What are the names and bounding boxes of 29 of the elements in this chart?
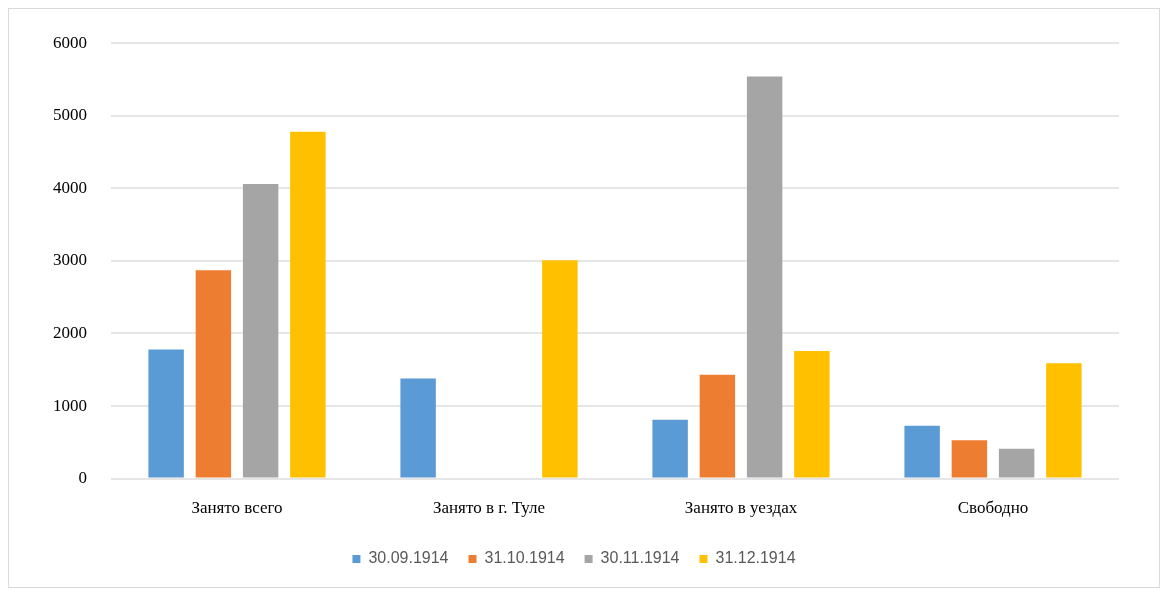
x-tick-label: Занято в г. Туле xyxy=(432,498,546,518)
bar xyxy=(998,448,1035,478)
bar xyxy=(242,183,279,478)
bar xyxy=(904,425,940,478)
bar xyxy=(794,350,830,478)
bar xyxy=(290,131,326,478)
legend-label: 31.12.1914 xyxy=(715,549,796,567)
legend-label: 31.10.1914 xyxy=(484,549,565,567)
x-tick-label: Занято в уездах xyxy=(684,498,798,518)
legend-label: 30.09.1914 xyxy=(368,549,449,567)
y-tick-label: 0 xyxy=(78,468,87,488)
bar xyxy=(699,374,736,478)
bar xyxy=(542,260,578,478)
x-tick-label: Занято всего xyxy=(191,498,283,518)
bar xyxy=(746,76,783,478)
y-tick-label: 3000 xyxy=(53,250,87,270)
y-tick-label: 2000 xyxy=(53,322,87,342)
bar xyxy=(400,378,436,478)
x-tick-label: Свободно xyxy=(957,498,1029,518)
y-tick-label: 6000 xyxy=(53,32,87,52)
y-tick-label: 5000 xyxy=(53,105,87,125)
y-tick-label: 4000 xyxy=(53,177,87,197)
bar xyxy=(951,440,988,478)
legend-label: 30.11.1914 xyxy=(600,549,680,567)
bar xyxy=(652,419,688,478)
y-tick-label: 1000 xyxy=(53,395,87,415)
bar xyxy=(195,270,232,478)
bar xyxy=(148,349,184,478)
bar xyxy=(1046,363,1082,478)
